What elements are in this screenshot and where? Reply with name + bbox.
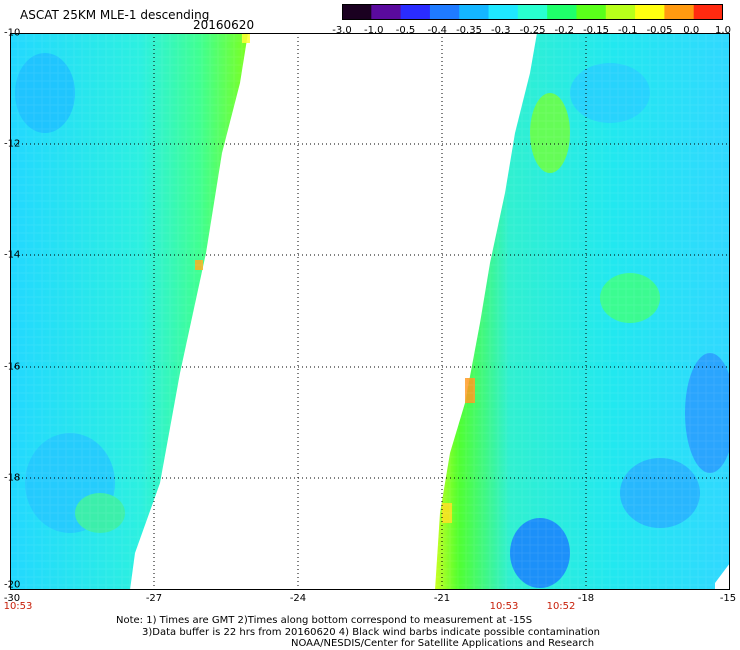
- lat-label: -16: [4, 361, 21, 373]
- colorbar-segment: [429, 4, 460, 20]
- graticule: [10, 33, 730, 590]
- colorbar-tick-label: -0.5: [395, 25, 416, 36]
- colorbar-tick-label: -0.25: [519, 25, 546, 36]
- note-line-2: 3)Data buffer is 22 hrs from 20160620 4)…: [142, 627, 600, 638]
- colorbar-tick-label: -3.0: [332, 25, 352, 36]
- colorbar-segment: [517, 4, 548, 20]
- lon-label: -21: [433, 593, 451, 604]
- colorbar-tick-label: -0.05: [646, 25, 673, 36]
- pixel-grid: [10, 33, 730, 590]
- time-label: 10:53: [3, 601, 33, 612]
- map-frame: [10, 33, 730, 590]
- colorbar-segment: [459, 4, 490, 20]
- note-line-3: NOAA/NESDIS/Center for Satellite Applica…: [291, 638, 595, 649]
- colorbar-tick-label: -0.4: [427, 25, 448, 36]
- colorbar-tick-label: -0.3: [490, 25, 511, 36]
- wind-map: [10, 33, 730, 590]
- chart-date: 20160620: [193, 18, 255, 32]
- lat-label: -12: [4, 138, 21, 150]
- colorbar-tick-label: 0.0: [683, 25, 700, 36]
- colorbar-segment: [400, 4, 431, 20]
- colorbar-segment: [664, 4, 695, 20]
- colorbar-segment: [488, 4, 519, 20]
- time-label: 10:52: [546, 601, 576, 612]
- colorbar-segment: [547, 4, 577, 20]
- lon-label: -24: [289, 593, 307, 604]
- colorbar-tick-label: -1.0: [363, 25, 384, 36]
- colorbar-segment: [342, 4, 372, 20]
- time-label: 10:53: [489, 601, 519, 612]
- lat-label: -14: [4, 249, 21, 261]
- colorbar-segment: [693, 4, 723, 20]
- lat-label: -10: [4, 27, 21, 39]
- colorbar-tick-label: -0.2: [554, 25, 575, 36]
- colorbar-segment: [605, 4, 636, 20]
- colorbar-segment: [371, 4, 402, 20]
- colorbar-tick-label: -0.35: [456, 25, 482, 36]
- lat-label: -18: [4, 472, 21, 484]
- colorbar-segment: [635, 4, 665, 20]
- chart-title: ASCAT 25KM MLE-1 descending: [20, 8, 210, 22]
- lon-label: -27: [145, 593, 163, 604]
- colorbar: [342, 4, 723, 20]
- lon-label: -15: [719, 593, 737, 604]
- colorbar-segment: [576, 4, 607, 20]
- lon-label: -30: [3, 593, 21, 604]
- colorbar-tick-label: -0.15: [583, 25, 609, 36]
- colorbar-tick-label: 1.0: [715, 25, 731, 36]
- colorbar-tick-label: -0.1: [617, 25, 638, 36]
- lat-label: -20: [4, 579, 21, 591]
- lon-label: -18: [577, 593, 595, 604]
- note-line-1: Note: 1) Times are GMT 2)Times along bot…: [116, 615, 533, 626]
